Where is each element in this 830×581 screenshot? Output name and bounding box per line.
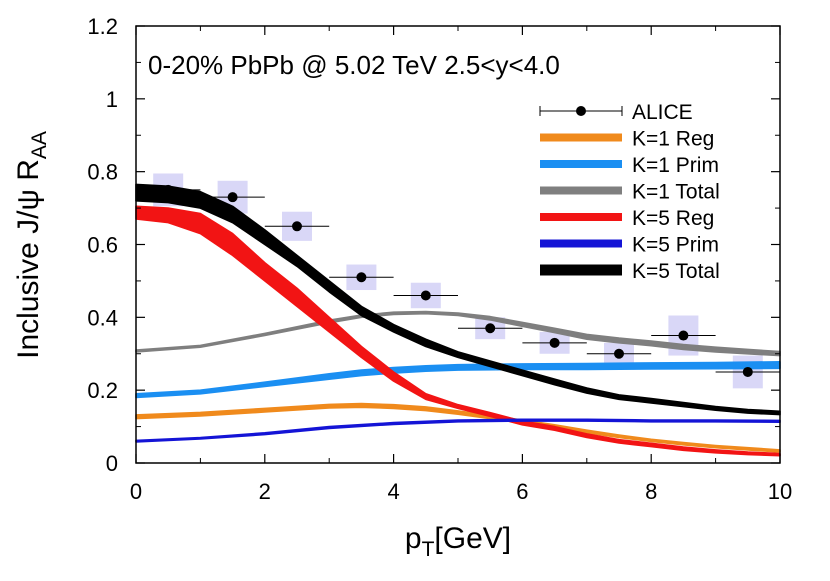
legend-label: K=1 Prim xyxy=(632,154,719,177)
alice-point xyxy=(485,323,496,334)
x-tick-label: 2 xyxy=(259,479,271,504)
legend-alice-marker xyxy=(576,106,586,116)
alice-point xyxy=(292,221,302,232)
alice-point xyxy=(356,272,367,283)
alice-point xyxy=(742,366,753,377)
legend-label: K=5 Reg xyxy=(632,207,714,230)
x-tick-label: 8 xyxy=(645,479,657,504)
x-tick-label: 6 xyxy=(516,479,528,504)
y-tick-label: 1 xyxy=(106,87,118,112)
alice-point xyxy=(549,337,560,348)
series-band-k-5-prim xyxy=(135,418,781,443)
x-axis-title: pT[GeV] xyxy=(405,522,511,561)
series-band-k-1-reg xyxy=(135,402,781,453)
y-tick-label: 1.2 xyxy=(87,14,118,39)
series-band-k-1-prim xyxy=(135,360,781,399)
chart-annotation: 0-20% PbPb @ 5.02 TeV 2.5<y<4.0 xyxy=(148,50,560,80)
legend-label: K=5 Total xyxy=(632,260,720,283)
legend-alice-label: ALICE xyxy=(632,101,693,124)
y-axis-title-main: Inclusive J/ψ R xyxy=(12,159,45,359)
axis-ticks xyxy=(135,25,781,464)
x-tick-label: 4 xyxy=(387,479,399,504)
alice-point xyxy=(678,330,689,341)
y-tick-label: 0.2 xyxy=(87,378,118,403)
y-axis-title: Inclusive J/ψ RAA xyxy=(12,131,51,359)
y-tick-label: 0.4 xyxy=(87,305,118,330)
y-axis-title-sub: AA xyxy=(28,131,51,159)
legend-label: K=1 Total xyxy=(632,181,720,204)
legend-label: K=5 Prim xyxy=(632,234,719,257)
x-axis-title-main: p xyxy=(405,522,422,555)
legend: ALICE K=1 Reg K=1 Prim K=1 Total K=5 Reg K=5 … xyxy=(539,101,720,283)
y-tick-label: 0.6 xyxy=(87,233,118,258)
x-axis-title-rest: [GeV] xyxy=(434,522,511,555)
x-axis-title-sub: T xyxy=(422,538,435,561)
alice-point xyxy=(614,348,624,359)
alice-point xyxy=(420,290,431,301)
alice-point xyxy=(227,192,238,203)
x-tick-label: 0 xyxy=(130,479,142,504)
y-tick-label: 0.8 xyxy=(87,160,118,185)
legend-label: K=1 Reg xyxy=(632,128,714,151)
tick-labels: 0 2 4 6 8 10 0 0.2 0.4 0.6 0.8 1 1.2 xyxy=(87,14,792,504)
y-tick-label: 0 xyxy=(106,451,118,476)
alice-point xyxy=(163,184,174,195)
x-tick-label: 10 xyxy=(768,479,792,504)
